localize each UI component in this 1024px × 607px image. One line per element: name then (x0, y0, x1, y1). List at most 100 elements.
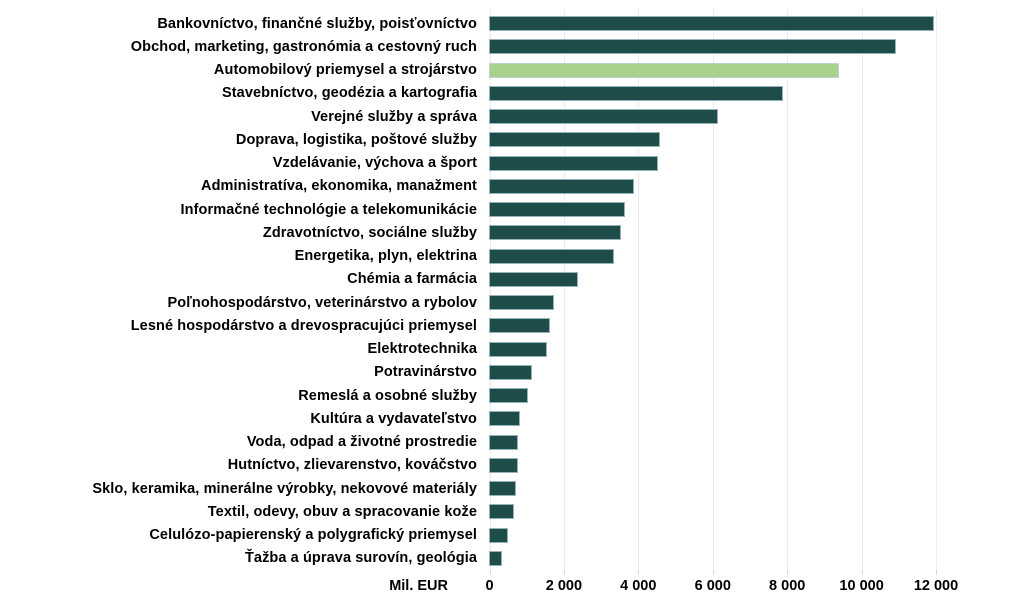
bar (489, 527, 509, 543)
bar (489, 16, 934, 32)
chart-row: Potravinárstvo (0, 361, 1024, 384)
chart-row: Informačné technológie a telekomunikácie (0, 198, 1024, 221)
bar (489, 248, 614, 264)
chart-row: Elektrotechnika (0, 338, 1024, 361)
gridline (936, 10, 937, 570)
bar-track (489, 318, 1024, 334)
category-label: Automobilový priemysel a strojárstvo (213, 62, 477, 79)
chart-row: Obchod, marketing, gastronómia a cestovn… (0, 35, 1024, 58)
bar (489, 295, 555, 311)
chart-row: Ťažba a úprava surovín, geológia (0, 547, 1024, 570)
x-axis-tickmark (936, 570, 937, 575)
category-label: Bankovníctvo, finančné služby, poisťovní… (157, 15, 477, 32)
category-label: Verejné služby a správa (311, 108, 477, 125)
bar (489, 85, 783, 101)
category-label: Textil, odevy, obuv a spracovanie kože (207, 503, 477, 520)
gridline (861, 10, 863, 570)
bar (489, 364, 532, 380)
category-label: Obchod, marketing, gastronómia a cestovn… (130, 38, 477, 55)
bar-track (489, 62, 1024, 78)
bar (489, 388, 529, 404)
chart-row: Poľnohospodárstvo, veterinárstvo a rybol… (0, 291, 1024, 314)
bar-track (489, 550, 1024, 566)
bar (489, 155, 659, 171)
category-label: Vzdelávanie, výchova a šport (272, 155, 477, 172)
bar (489, 271, 579, 287)
category-label: Poľnohospodárstvo, veterinárstvo a rybol… (167, 294, 477, 311)
bar-track (489, 85, 1024, 101)
category-label: Lesné hospodárstvo a drevospracujúci pri… (130, 317, 477, 334)
chart-row: Hutníctvo, zlievarenstvo, kováčstvo (0, 454, 1024, 477)
chart-row: Vzdelávanie, výchova a šport (0, 152, 1024, 175)
bar (489, 341, 547, 357)
bar (489, 318, 551, 334)
chart-row: Remeslá a osobné služby (0, 384, 1024, 407)
chart-row: Automobilový priemysel a strojárstvo (0, 59, 1024, 82)
category-label: Celulózo-papierenský a polygrafický prie… (149, 527, 477, 544)
x-tick-label: 10 000 (839, 578, 884, 594)
chart-row: Verejné služby a správa (0, 105, 1024, 128)
category-label: Chémia a farmácia (347, 271, 477, 288)
bar-track (489, 178, 1024, 194)
bar (489, 178, 635, 194)
bar (489, 109, 718, 125)
bar (489, 411, 520, 427)
bar (489, 225, 622, 241)
x-tick-label: 8 000 (769, 578, 806, 594)
bar-track (489, 504, 1024, 520)
category-label: Ťažba a úprava surovín, geológia (244, 550, 477, 567)
category-label: Zdravotníctvo, sociálne služby (262, 224, 477, 241)
chart-row: Kultúra a vydavateľstvo (0, 407, 1024, 430)
chart-row: Bankovníctvo, finančné služby, poisťovní… (0, 12, 1024, 35)
plot-area: Bankovníctvo, finančné služby, poisťovní… (0, 12, 1024, 570)
bar (489, 132, 661, 148)
x-axis-tickmark (638, 570, 640, 575)
bar (489, 457, 518, 473)
x-tick-label: 0 (485, 578, 494, 594)
x-tick-label: 6 000 (694, 578, 731, 594)
category-label: Potravinárstvo (374, 364, 477, 381)
bar-track (489, 527, 1024, 543)
chart-row: Doprava, logistika, poštové služby (0, 128, 1024, 151)
chart-row: Textil, odevy, obuv a spracovanie kože (0, 500, 1024, 523)
bar (489, 434, 518, 450)
category-label: Energetika, plyn, elektrina (294, 248, 477, 265)
x-axis-tickmark (563, 570, 565, 575)
category-label: Remeslá a osobné služby (298, 387, 477, 404)
category-label: Elektrotechnika (367, 341, 477, 358)
x-axis-tickmark (489, 570, 491, 575)
bar-track (489, 271, 1024, 287)
category-label: Administratíva, ekonomika, manažment (201, 178, 477, 195)
x-tick-label: 4 000 (620, 578, 657, 594)
chart-row: Stavebníctvo, geodézia a kartografia (0, 82, 1024, 105)
bar-track (489, 39, 1024, 55)
category-label: Voda, odpad a životné prostredie (246, 434, 477, 451)
bar-track (489, 341, 1024, 357)
category-label: Informačné technológie a telekomunikácie (180, 201, 477, 218)
category-label: Hutníctvo, zlievarenstvo, kováčstvo (227, 457, 477, 474)
bar-track (489, 388, 1024, 404)
x-axis-tickmark (787, 570, 789, 575)
chart-row: Lesné hospodárstvo a drevospracujúci pri… (0, 314, 1024, 337)
chart-row: Administratíva, ekonomika, manažment (0, 175, 1024, 198)
bar (489, 202, 625, 218)
bar (489, 39, 897, 55)
bar-track (489, 457, 1024, 473)
chart-row: Energetika, plyn, elektrina (0, 245, 1024, 268)
chart-row: Chémia a farmácia (0, 268, 1024, 291)
x-tick-label: 12 000 (913, 578, 959, 594)
x-axis-unit-label: Mil. EUR (389, 578, 448, 594)
gridline (712, 10, 714, 570)
category-label: Sklo, keramika, minerálne výrobky, nekov… (92, 480, 477, 497)
bar-track (489, 411, 1024, 427)
x-axis-tickmark (712, 570, 714, 575)
bar-track (489, 295, 1024, 311)
category-label: Stavebníctvo, geodézia a kartografia (221, 85, 477, 102)
gridline (489, 10, 491, 570)
bar-track (489, 16, 1024, 32)
gridline (638, 10, 640, 570)
bar-track (489, 155, 1024, 171)
gridline (563, 10, 565, 570)
x-axis-tickmark (861, 570, 863, 575)
